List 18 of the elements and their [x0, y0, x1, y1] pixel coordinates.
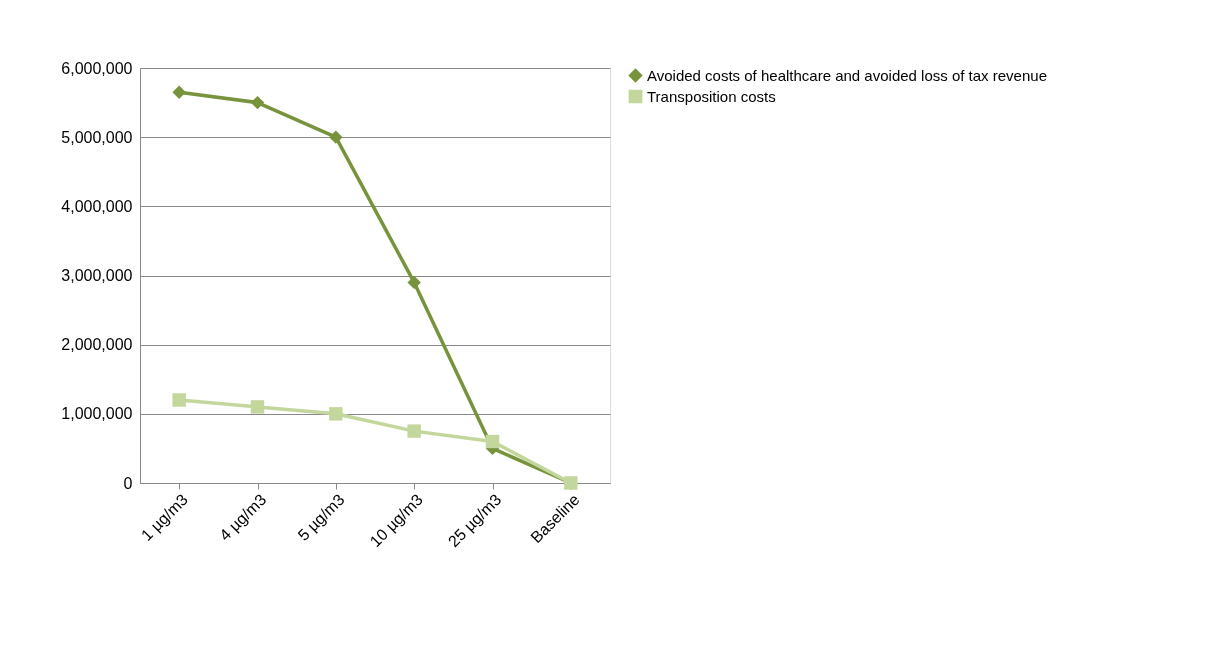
y-tick-label: 5,000,000	[61, 128, 133, 146]
point	[407, 275, 421, 290]
point	[250, 95, 265, 110]
legend-label: Avoided costs of healthcare and avoided loss of tax revenue	[647, 66, 1047, 84]
y-tick-label: 4,000,000	[61, 197, 133, 215]
point	[250, 400, 265, 414]
point	[172, 85, 186, 99]
legend-label: Transposition costs	[647, 87, 776, 105]
y-tick-label: 3,000,000	[61, 267, 133, 284]
y-tick-label: 2,000,000	[61, 336, 133, 354]
point	[329, 407, 343, 421]
point	[407, 424, 421, 438]
point	[172, 393, 186, 407]
y-tick-label: 0	[123, 474, 133, 492]
point	[329, 130, 343, 144]
point	[485, 434, 500, 449]
y-tick-label: 1,000,000	[61, 405, 133, 423]
y-tick-label: 6,000,000	[61, 59, 133, 77]
